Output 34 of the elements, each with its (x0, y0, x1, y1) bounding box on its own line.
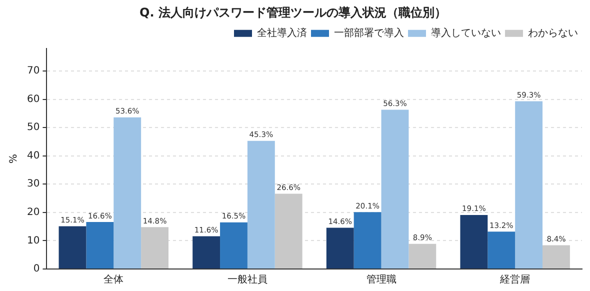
legend-label: 一部部署で導入 (334, 26, 404, 39)
y-tick-label: 30 (26, 178, 40, 190)
bar (58, 226, 86, 268)
x-tick-label: 一般社員 (227, 274, 268, 286)
y-axis-title: % (8, 154, 20, 164)
x-tick-label: 管理職 (366, 274, 396, 286)
bar (247, 140, 275, 268)
y-tick-label: 50 (26, 122, 40, 134)
chart-title: Q. 法人向けパスワード管理ツールの導入状況（職位別） (140, 5, 446, 20)
x-tick-label: 全体 (104, 274, 124, 286)
bar (220, 222, 248, 268)
bar (381, 110, 409, 268)
y-tick-label: 0 (33, 264, 40, 275)
bar (86, 222, 114, 268)
bar (114, 117, 142, 268)
bar (408, 244, 436, 268)
legend-label: わからない (528, 28, 578, 39)
legend-label: 導入していない (431, 26, 501, 39)
bar (542, 245, 570, 268)
x-tick-label: 経営層 (499, 274, 530, 286)
bar (326, 228, 354, 268)
bar (515, 101, 543, 268)
bar (141, 227, 168, 268)
legend-label: 全社導入済 (257, 26, 307, 39)
bar (488, 232, 516, 268)
y-tick-label: 40 (26, 150, 40, 162)
bar (274, 194, 302, 268)
bar (192, 236, 220, 268)
bar (354, 212, 382, 268)
y-tick-label: 60 (26, 94, 40, 105)
y-tick-label: 70 (26, 66, 40, 77)
bar (460, 214, 488, 268)
y-tick-label: 10 (26, 235, 40, 246)
y-tick-label: 20 (26, 207, 40, 218)
